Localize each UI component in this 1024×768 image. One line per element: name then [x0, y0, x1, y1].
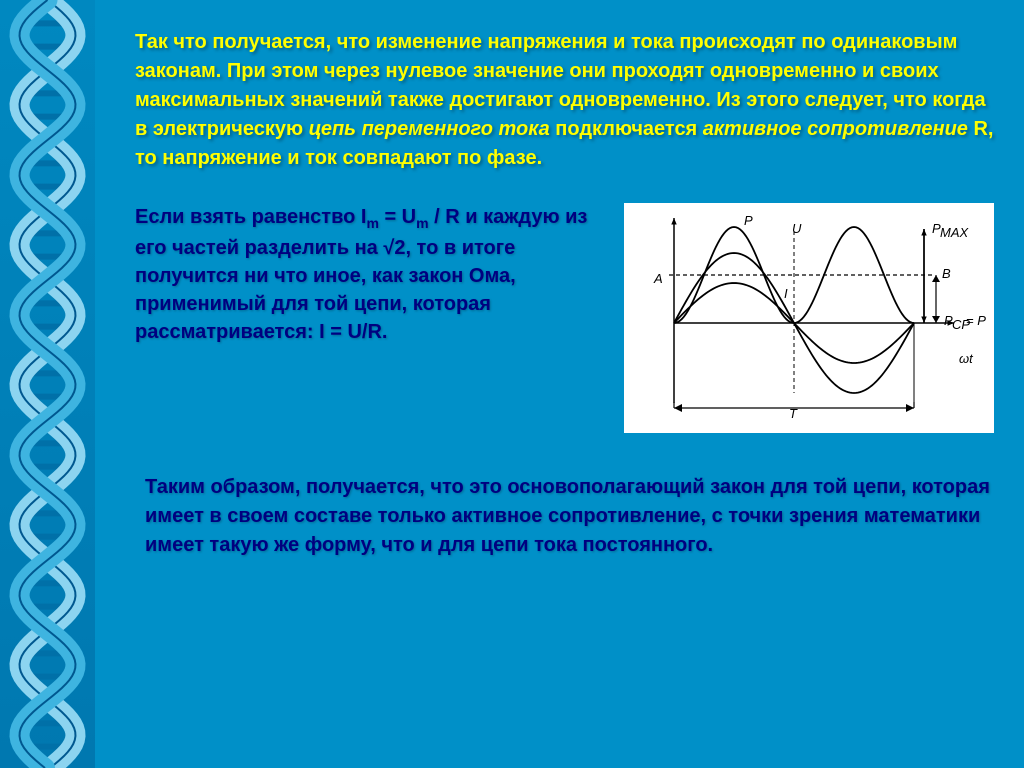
top-italic-2: активное сопротивление [703, 118, 968, 140]
svg-text:ωt: ωt [959, 351, 974, 366]
svg-text:MAX: MAX [940, 225, 970, 240]
svg-text:B: B [942, 266, 951, 281]
svg-text:A: A [653, 271, 663, 286]
svg-text:I: I [784, 286, 788, 301]
helix-decoration [0, 0, 95, 768]
paragraph-middle: Если взять равенство Im = Um / R и кажду… [135, 203, 599, 346]
top-italic-1: цепь переменного тока [309, 118, 550, 140]
top-text-2: подключается [550, 118, 703, 140]
svg-text:P: P [744, 213, 753, 228]
slide-content: Так что получается, что изменение напряж… [95, 0, 1024, 768]
svg-text:T: T [789, 406, 798, 421]
paragraph-bottom: Таким образом, получается, что это основ… [135, 473, 994, 560]
svg-text:= P: = P [966, 313, 986, 328]
paragraph-top: Так что получается, что изменение напряж… [135, 28, 994, 173]
waveform-chart: PUIABPMAXPCP= PωtT [624, 203, 994, 433]
middle-row: Если взять равенство Im = Um / R и кажду… [135, 203, 994, 433]
svg-text:U: U [792, 221, 802, 236]
